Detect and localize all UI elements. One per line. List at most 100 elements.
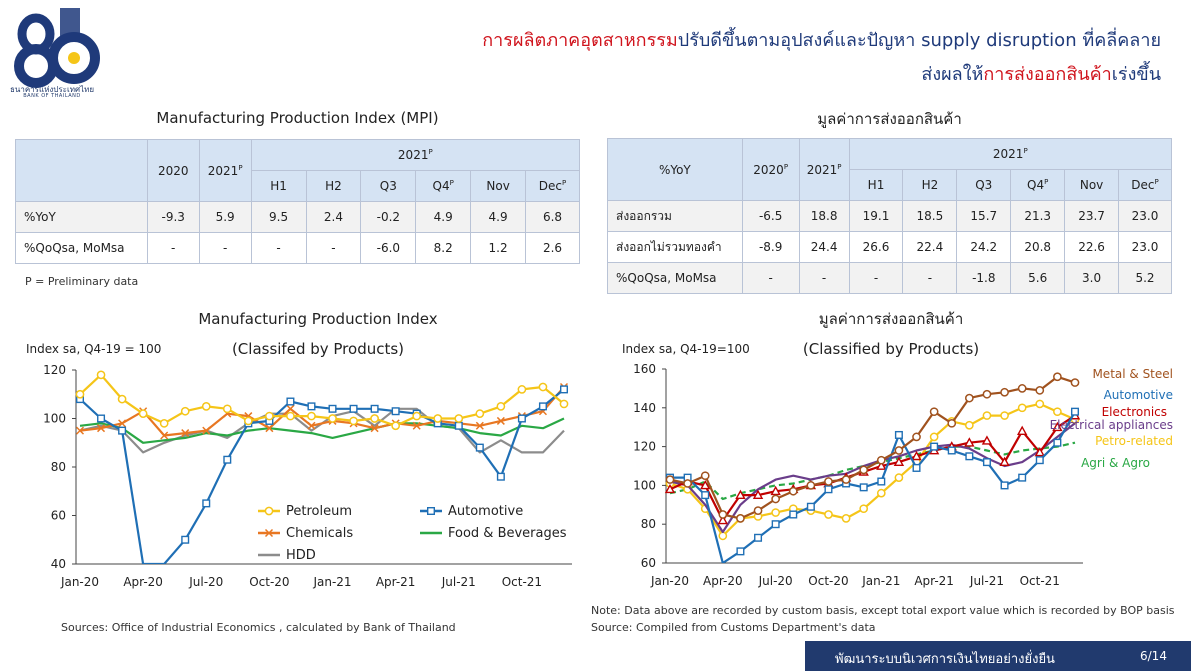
legend-label: Automotive [448, 504, 523, 519]
mpi-table: 2020 2021P 2021P H1 H2 Q3 Q4P Nov DecP %… [15, 139, 581, 264]
legend-label: Food & Beverages [448, 526, 567, 541]
data-point [328, 404, 337, 413]
legend-marker [427, 506, 436, 515]
table-cell: 18.8 [798, 200, 850, 232]
row-label: ส่งออกรวม [607, 200, 743, 232]
chart-subtitle: (Classified by Products) [803, 340, 979, 358]
chart-subtitle: (Classifed by Products) [232, 340, 404, 358]
x-tick-label: Jan-20 [650, 574, 689, 588]
table-cell: 1.2 [470, 232, 527, 264]
data-point [718, 531, 728, 541]
x-tick-label: Apr-20 [123, 575, 163, 589]
table-row: %QoQsa, MoMsa - - - - -6.0 8.2 1.2 2.6 [15, 232, 580, 264]
data-point [771, 520, 780, 529]
x-tick-label: Jan-21 [312, 575, 351, 589]
data-point [700, 479, 711, 490]
data-point [1000, 411, 1009, 420]
data-point [1071, 407, 1080, 416]
data-point [876, 460, 887, 470]
data-point [1016, 425, 1028, 435]
chart-title: มูลค่าการส่งออกสินค้า [819, 310, 964, 328]
plot-area [664, 372, 1081, 563]
table-cell: 4.9 [470, 201, 527, 233]
data-point [159, 419, 169, 428]
data-point [286, 411, 295, 421]
table-cell: 3.0 [1064, 262, 1120, 294]
data-point [1035, 399, 1045, 409]
table-cell: - [198, 232, 252, 264]
chart-title: Manufacturing Production Index [198, 310, 437, 328]
data-point [752, 489, 764, 499]
data-point [117, 394, 127, 404]
x-tick-label: Oct-20 [249, 575, 289, 589]
data-point [929, 432, 939, 442]
table-cell: - [848, 262, 904, 294]
data-point [160, 431, 169, 440]
data-point [1000, 387, 1009, 397]
y-axis-label: Index sa, Q4-19 = 100 [26, 342, 161, 356]
data-point [859, 465, 869, 475]
table-cell: 9.5 [250, 201, 307, 233]
y-tick-label: 80 [641, 517, 656, 531]
data-point [771, 494, 781, 504]
data-point [964, 393, 974, 403]
data-point [1017, 384, 1027, 393]
table-cell: 5.9 [198, 201, 252, 233]
data-point [894, 473, 904, 482]
data-point [412, 411, 422, 421]
data-point [1053, 407, 1062, 417]
export-col-header: H1 [848, 169, 904, 201]
table-cell: 26.6 [848, 231, 904, 263]
data-point [736, 514, 745, 523]
logo-thai-name: ธนาคารแห่งประเทศไทย [9, 85, 95, 94]
mpi-col-header: DecP [525, 170, 580, 202]
series-line [79, 407, 565, 454]
x-tick-label: Jul-21 [441, 575, 476, 589]
data-point [947, 446, 956, 455]
x-tick-label: Oct-21 [502, 575, 542, 589]
data-point [806, 502, 815, 511]
data-point [1018, 473, 1027, 482]
table-row: ส่งออกรวม -6.5 18.8 19.1 18.5 15.7 21.3 … [607, 200, 1172, 232]
series-label: Metal & Steel [1092, 367, 1173, 381]
data-point [912, 432, 921, 442]
data-point [1000, 481, 1009, 490]
export-col-header: H2 [902, 169, 958, 201]
preliminary-note: P = Preliminary data [25, 275, 139, 288]
y-tick-label: 120 [43, 363, 66, 377]
table-cell: 4.9 [415, 201, 472, 233]
export-col-header: Q3 [956, 169, 1012, 201]
table-cell: 5.6 [1010, 262, 1066, 294]
data-point [412, 421, 421, 430]
row-label: %QoQsa, MoMsa [607, 262, 743, 294]
data-point [391, 407, 400, 416]
data-point [701, 491, 710, 500]
data-point [683, 479, 692, 488]
table-row: %YoY -9.3 5.9 9.5 2.4 -0.2 4.9 4.9 6.8 [15, 201, 580, 233]
data-point [876, 455, 886, 465]
table-cell: 20.8 [1010, 231, 1066, 263]
export-col-header: Q4P [1010, 169, 1066, 201]
data-point [894, 446, 904, 455]
y-tick-label: 60 [641, 556, 656, 570]
data-point [806, 481, 816, 490]
footer-slogan: พัฒนาระบบนิเวศการเงินไทยอย่างยั่งยืน [835, 652, 1055, 667]
legend-marker [264, 506, 274, 516]
table-cell: - [902, 262, 958, 294]
x-tick-label: Apr-20 [703, 574, 743, 588]
data-point [181, 429, 190, 438]
export-header-group-2021: 2021P [848, 138, 1173, 170]
headline-line2-suffix: เร่งขึ้น [1111, 64, 1161, 85]
data-point [118, 426, 127, 435]
right-chart-source: Source: Compiled from Customs Department… [591, 621, 876, 634]
y-tick-label: 120 [633, 440, 656, 454]
data-point [118, 419, 127, 428]
data-point [433, 414, 443, 423]
data-point [559, 399, 569, 409]
mpi-col-header: Q4P [415, 170, 472, 202]
data-point [964, 437, 975, 447]
export-line-chart: มูลค่าการส่งออกสินค้า (Classified by Prod… [622, 310, 1173, 588]
series-label: Electrical appliances [1050, 418, 1173, 432]
page-number: 6/14 [1140, 649, 1167, 663]
data-point [877, 477, 886, 486]
